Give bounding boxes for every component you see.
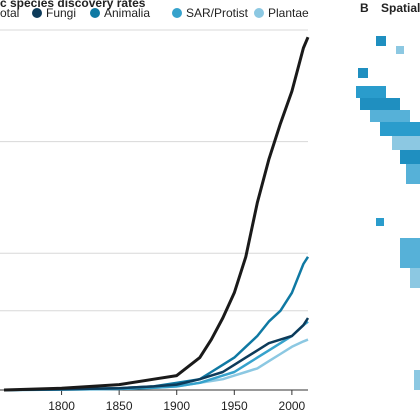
legend-label: Plantae	[268, 6, 309, 20]
legend-label: Fungi	[46, 6, 76, 20]
legend-swatch	[32, 8, 42, 18]
panel-title: Spatial	[381, 1, 420, 15]
legend-label: Animalia	[104, 6, 150, 20]
legend-label: SAR/Protist	[186, 6, 249, 20]
series-line	[3, 256, 310, 392]
x-tick-label: 1850	[106, 399, 133, 413]
legend-swatch	[90, 8, 100, 18]
panel-label: B	[360, 1, 369, 15]
series-line	[3, 36, 310, 392]
legend-swatch	[172, 8, 182, 18]
series-line	[3, 317, 310, 392]
x-tick-label: 1800	[48, 399, 75, 413]
x-tick-label: 2000	[279, 399, 306, 413]
legend-label: otal	[0, 6, 19, 20]
x-tick-label: 1900	[163, 399, 190, 413]
heatmap	[356, 36, 420, 390]
x-tick-label: 1950	[221, 399, 248, 413]
chart-title: c species discovery rates	[0, 0, 146, 10]
legend-swatch	[254, 8, 264, 18]
